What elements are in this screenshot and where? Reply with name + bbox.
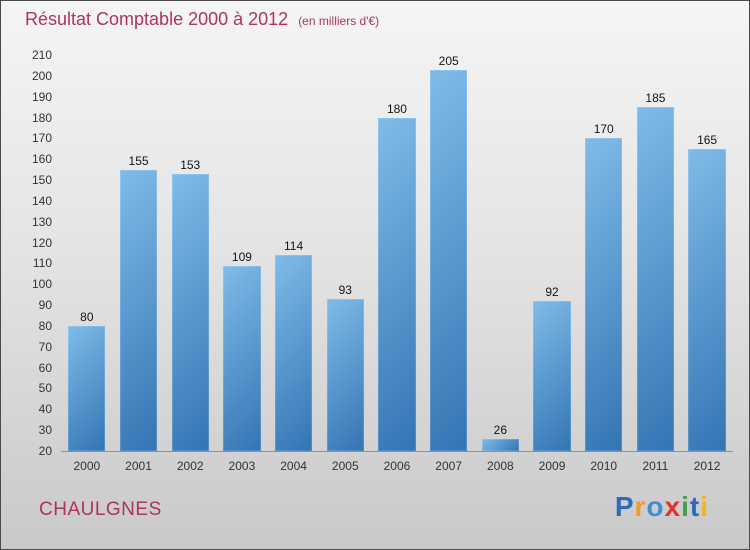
y-axis-tick-label: 50 [38,381,52,396]
x-axis-tick-label: 2005 [331,459,359,473]
x-axis-tick-label: 2008 [486,459,514,473]
y-axis-tick-label: 120 [31,235,52,250]
y-axis-tick-label: 180 [31,110,52,125]
bar [274,255,313,451]
y-axis-tick-label: 170 [31,131,52,146]
bar [326,298,364,451]
bar-slot: 26 2008 [475,55,527,473]
bar-slot: 180 2006 [371,55,423,473]
bar [119,169,158,451]
bar-value-label: 153 [180,157,201,172]
bar-slot: 92 2009 [526,55,578,473]
bar-slot: 114 2004 [268,55,320,473]
logo-letter: o [646,491,665,522]
logo-letter: r [634,491,647,522]
y-axis-tick-label: 70 [38,339,52,354]
bar-slot: 93 2005 [319,55,371,473]
proxiti-logo: Proxiti [615,493,709,521]
y-axis-tick-label: 190 [31,89,52,104]
bar-value-label: 165 [697,132,718,147]
bar [430,70,468,451]
bar-slot: 155 2001 [113,55,165,473]
y-axis-tick-label: 30 [38,423,52,438]
bar-value-label: 185 [645,91,666,106]
bar-series: 80 2000 155 2001 153 2002 109 2003 114 2004 93 2005… [61,54,733,473]
bar-value-label: 80 [80,309,94,324]
y-axis-tick-label: 100 [31,277,52,292]
bar-slot: 80 2000 [61,55,113,473]
bar-value-label: 180 [386,101,407,116]
bar-value-label: 170 [593,122,614,137]
bar-slot: 205 2007 [423,54,475,473]
chart-subtitle: (en milliers d'€) [298,14,380,28]
bar-slot: 165 2012 [681,55,733,473]
y-axis-tick-label: 210 [31,48,52,62]
logo-letter: x [664,491,682,522]
x-axis-tick-label: 2010 [590,459,618,473]
bar [688,148,726,451]
logo-letter: i [681,491,690,522]
bar [481,438,519,451]
y-axis-tick-label: 130 [31,214,52,229]
x-axis-tick-label: 2007 [435,459,462,473]
bar [68,325,106,451]
bar-slot: 109 2003 [216,55,268,473]
x-axis-tick-label: 2002 [176,459,204,473]
y-axis-tick-label: 20 [38,444,52,458]
bar-value-label: 155 [128,153,149,168]
bar-slot: 170 2010 [578,55,630,473]
y-axis-tick-label: 90 [38,298,52,313]
x-axis-tick-label: 2004 [280,459,307,473]
bar-value-label: 205 [438,54,459,68]
x-axis-tick-label: 2003 [228,459,256,473]
footer-town-label: CHAULGNES [39,499,162,520]
bar-value-label: 93 [338,282,352,297]
bar-slot: 153 2002 [164,55,216,473]
bar [223,265,261,451]
bar [585,138,623,451]
footer: CHAULGNES Proxiti [39,493,709,521]
bar-value-label: 26 [493,422,508,437]
y-axis-tick-label: 80 [38,318,52,333]
y-axis: 20 30 40 50 60 70 80 90 100 110 120 130 140 150 160 170… [32,49,733,457]
logo-letter: i [700,491,709,522]
bar-value-label: 109 [231,249,252,264]
chart-header: Résultat Comptable 2000 à 2012 (en milli… [25,9,739,30]
logo-letter: t [689,491,701,522]
bar-value-label: 114 [284,239,304,254]
chart-title: Résultat Comptable 2000 à 2012 [25,9,289,29]
logo-letter: P [614,491,635,522]
y-axis-tick-label: 150 [31,173,52,188]
y-axis-tick-label: 160 [31,152,52,167]
y-axis-tick-label: 60 [38,360,52,375]
bar-value-label: 92 [545,284,559,299]
x-axis-tick-label: 2001 [125,459,152,473]
y-axis-tick-label: 40 [38,402,52,417]
bar-slot: 185 2011 [630,55,682,473]
x-axis-tick-label: 2000 [73,459,101,473]
y-axis-tick-label: 140 [31,193,52,208]
x-axis-tick-label: 2009 [538,459,566,473]
x-axis-tick-label: 2006 [383,459,411,473]
y-axis-tick-label: 200 [31,68,52,83]
bar [636,107,674,451]
y-axis-tick-label: 110 [32,256,52,271]
x-axis-tick-label: 2012 [693,459,721,473]
x-axis-tick-label: 2011 [642,459,669,473]
bar [378,117,416,451]
plot-area: 20 30 40 50 60 70 80 90 100 110 120 130 140 150 160 170… [32,49,733,473]
bar [171,173,209,451]
bar [533,300,571,451]
